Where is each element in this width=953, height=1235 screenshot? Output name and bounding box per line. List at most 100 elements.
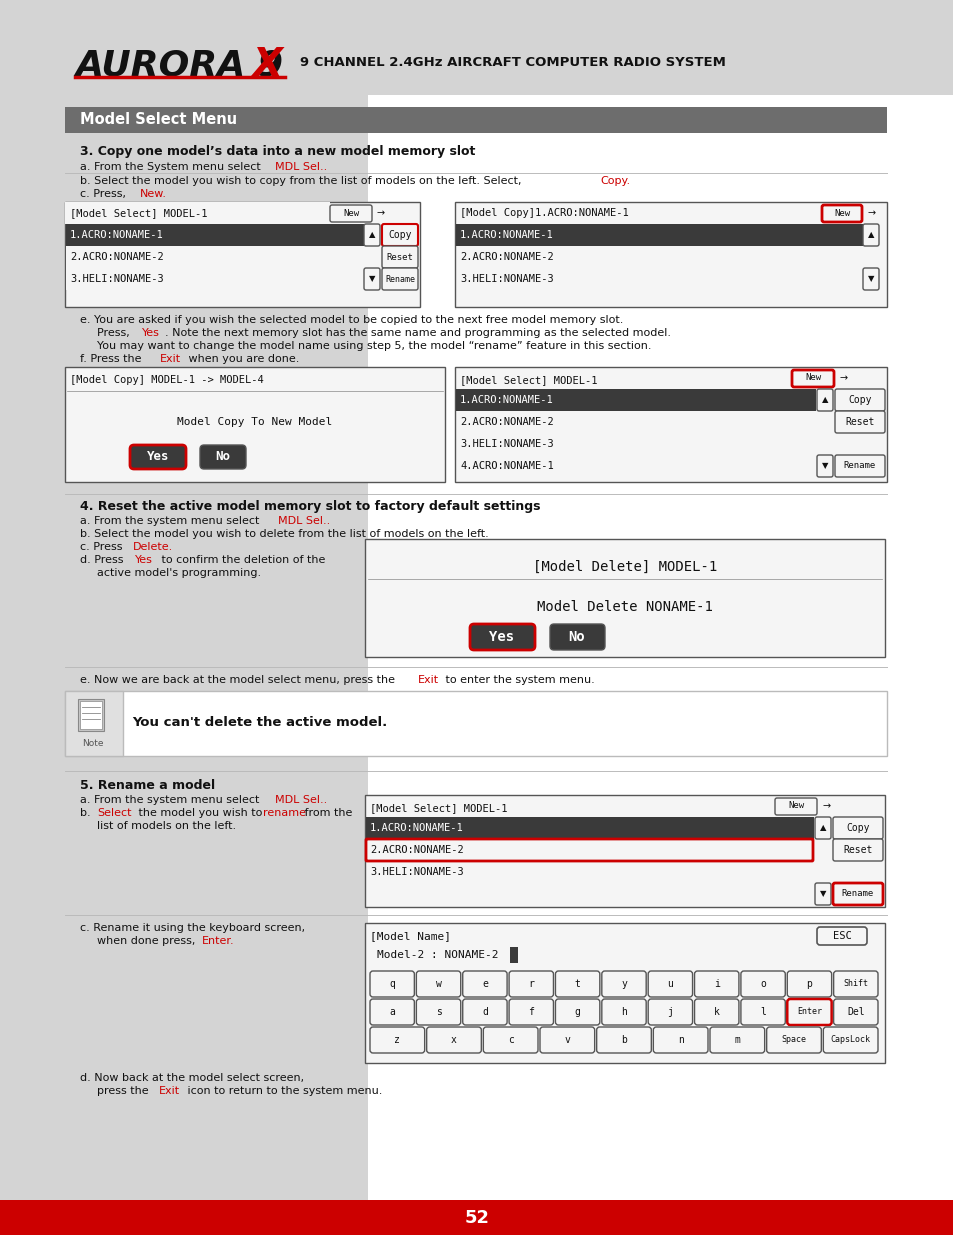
Bar: [456, 224, 862, 246]
Text: 2.ACRO:NONAME-2: 2.ACRO:NONAME-2: [459, 252, 553, 262]
Text: [Model Select] MODEL-1: [Model Select] MODEL-1: [70, 207, 208, 219]
Text: Model-2 : NONAME-2: Model-2 : NONAME-2: [376, 950, 498, 960]
Text: Reset: Reset: [842, 845, 872, 855]
Text: [Model Copy] MODEL-1 -> MODEL-4: [Model Copy] MODEL-1 -> MODEL-4: [70, 375, 263, 385]
Text: Note: Note: [82, 739, 104, 748]
Text: New.: New.: [140, 189, 167, 199]
Text: 5. Rename a model: 5. Rename a model: [80, 779, 214, 792]
Bar: [65, 203, 330, 224]
FancyBboxPatch shape: [786, 999, 831, 1025]
Text: a: a: [389, 1007, 395, 1016]
FancyBboxPatch shape: [381, 224, 417, 246]
Text: [Model Copy]1.ACRO:NONAME-1: [Model Copy]1.ACRO:NONAME-1: [459, 207, 628, 219]
Text: Reset: Reset: [844, 417, 874, 427]
FancyBboxPatch shape: [370, 1028, 424, 1053]
Bar: [65, 692, 123, 756]
Text: Press,: Press,: [97, 329, 133, 338]
FancyBboxPatch shape: [814, 883, 830, 905]
Text: New: New: [342, 209, 358, 217]
Text: Yes: Yes: [135, 555, 152, 564]
Text: X: X: [253, 46, 283, 84]
Text: x: x: [451, 1035, 456, 1045]
Text: [Model Name]: [Model Name]: [370, 931, 451, 941]
Text: b: b: [620, 1035, 626, 1045]
Text: Del: Del: [846, 1007, 863, 1016]
Text: CapsLock: CapsLock: [830, 1035, 870, 1045]
Text: l: l: [760, 1007, 765, 1016]
Text: Rename: Rename: [841, 889, 873, 899]
Text: from the: from the: [301, 808, 352, 818]
FancyBboxPatch shape: [509, 971, 553, 997]
Text: 3.HELI:NONAME-3: 3.HELI:NONAME-3: [70, 274, 164, 284]
Text: ▼: ▼: [867, 274, 873, 284]
FancyBboxPatch shape: [366, 839, 812, 861]
Text: Yes: Yes: [489, 630, 514, 643]
Text: No: No: [215, 451, 231, 463]
FancyBboxPatch shape: [550, 624, 604, 650]
Text: 3.HELI:NONAME-3: 3.HELI:NONAME-3: [459, 274, 553, 284]
Text: w: w: [436, 979, 441, 989]
Text: s: s: [436, 1007, 441, 1016]
Text: d: d: [481, 1007, 487, 1016]
Text: Delete.: Delete.: [132, 542, 173, 552]
Text: y: y: [620, 979, 626, 989]
Text: MDL Sel..: MDL Sel..: [274, 795, 327, 805]
Bar: [365, 795, 884, 906]
FancyBboxPatch shape: [555, 999, 599, 1025]
Text: Rename: Rename: [385, 274, 415, 284]
Text: u: u: [667, 979, 673, 989]
Text: o: o: [760, 979, 765, 989]
Text: ▲: ▲: [369, 231, 375, 240]
Text: 9 CHANNEL 2.4GHz AIRCRAFT COMPUTER RADIO SYSTEM: 9 CHANNEL 2.4GHz AIRCRAFT COMPUTER RADIO…: [299, 56, 725, 68]
Text: 2.ACRO:NONAME-2: 2.ACRO:NONAME-2: [459, 417, 553, 427]
Bar: [65, 203, 419, 308]
Text: 2.ACRO:NONAME-2: 2.ACRO:NONAME-2: [70, 252, 164, 262]
Text: f: f: [528, 1007, 534, 1016]
FancyBboxPatch shape: [816, 454, 832, 477]
Text: c. Rename it using the keyboard screen,: c. Rename it using the keyboard screen,: [80, 923, 305, 932]
FancyBboxPatch shape: [601, 999, 645, 1025]
Text: You can't delete the active model.: You can't delete the active model.: [132, 716, 387, 730]
FancyBboxPatch shape: [862, 268, 878, 290]
Text: b.: b.: [80, 808, 94, 818]
FancyBboxPatch shape: [364, 268, 379, 290]
FancyBboxPatch shape: [370, 999, 414, 1025]
Text: r: r: [528, 979, 534, 989]
FancyBboxPatch shape: [814, 818, 830, 839]
Bar: [0, 0, 368, 1235]
Text: 4. Reset the active model memory slot to factory default settings: 4. Reset the active model memory slot to…: [80, 500, 540, 513]
FancyBboxPatch shape: [555, 971, 599, 997]
Bar: [365, 538, 884, 657]
Text: Reset: Reset: [386, 252, 413, 262]
FancyBboxPatch shape: [694, 971, 739, 997]
Text: You may want to change the model name using step 5, the model “rename” feature i: You may want to change the model name us…: [97, 341, 651, 351]
Text: Model Select Menu: Model Select Menu: [80, 112, 237, 127]
Text: Copy: Copy: [847, 395, 871, 405]
Text: rename: rename: [263, 808, 306, 818]
Text: Space: Space: [781, 1035, 805, 1045]
FancyBboxPatch shape: [462, 999, 507, 1025]
Bar: [368, 0, 953, 1235]
Text: k: k: [713, 1007, 719, 1016]
Text: h: h: [620, 1007, 626, 1016]
Text: ▲: ▲: [821, 395, 827, 405]
FancyBboxPatch shape: [416, 971, 460, 997]
Text: . Note the next memory slot has the same name and programming as the selected mo: . Note the next memory slot has the same…: [165, 329, 670, 338]
Text: icon to return to the system menu.: icon to return to the system menu.: [184, 1086, 382, 1095]
Text: Exit: Exit: [417, 676, 438, 685]
Text: New: New: [787, 802, 803, 810]
Text: m: m: [734, 1035, 740, 1045]
FancyBboxPatch shape: [816, 927, 866, 945]
FancyBboxPatch shape: [426, 1028, 481, 1053]
Text: Shift: Shift: [842, 979, 867, 988]
Text: n: n: [677, 1035, 683, 1045]
FancyBboxPatch shape: [364, 224, 379, 246]
Text: [Model Select] MODEL-1: [Model Select] MODEL-1: [370, 803, 507, 813]
FancyBboxPatch shape: [462, 971, 507, 997]
Text: a. From the system menu select: a. From the system menu select: [80, 516, 263, 526]
Text: when you are done.: when you are done.: [185, 354, 299, 364]
FancyBboxPatch shape: [709, 1028, 764, 1053]
Bar: [455, 367, 886, 482]
Bar: [365, 923, 884, 1063]
Text: 2.ACRO:NONAME-2: 2.ACRO:NONAME-2: [370, 845, 463, 855]
